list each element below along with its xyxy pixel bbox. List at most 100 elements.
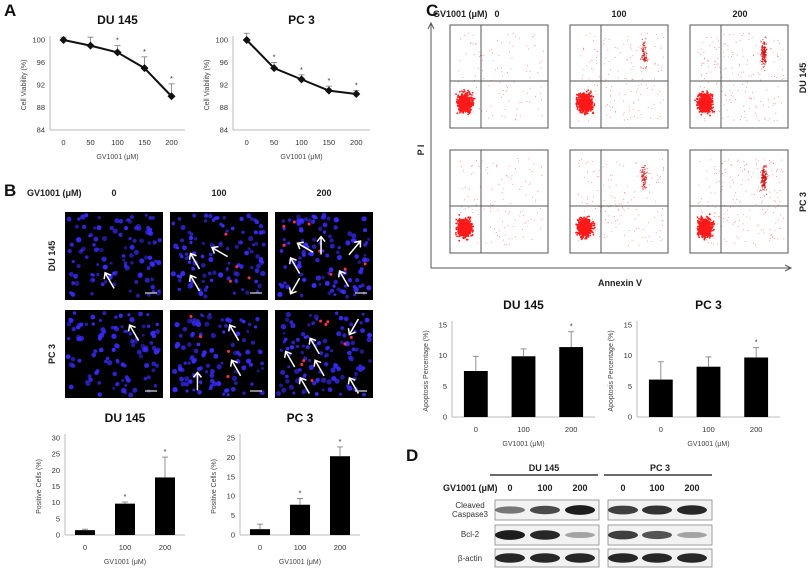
event-dot [704, 106, 707, 108]
event-dot [515, 35, 517, 37]
nucleus-dot [113, 326, 119, 332]
event-dot [723, 69, 725, 71]
event-dot [468, 111, 471, 114]
event-dot [460, 160, 462, 162]
event-dot [642, 59, 644, 61]
event-dot [763, 118, 765, 120]
nucleus-dot [66, 216, 72, 222]
event-dot [456, 112, 459, 115]
event-dot [507, 34, 509, 36]
event-dot [513, 81, 515, 83]
nucleus-dot [246, 359, 251, 364]
event-dot [659, 236, 661, 238]
event-dot [483, 208, 485, 210]
nucleus-dot [200, 254, 205, 259]
positive-cell-dot [226, 349, 230, 353]
event-dot [577, 109, 579, 111]
nucleus-dot [276, 391, 281, 397]
event-dot [585, 34, 587, 36]
nucleus-dot [138, 311, 143, 317]
event-dot [637, 99, 639, 101]
nucleus-dot [257, 283, 262, 289]
event-dot [581, 230, 584, 233]
nucleus-dot [180, 225, 186, 231]
nucleus-dot [287, 218, 292, 222]
event-dot [699, 102, 702, 105]
nucleus-dot [325, 253, 330, 258]
event-dot [764, 36, 766, 38]
event-dot [710, 71, 712, 73]
nucleus-dot [340, 326, 345, 330]
event-dot [470, 225, 472, 228]
event-dot [588, 229, 591, 232]
event-dot [640, 83, 642, 85]
event-dot [612, 197, 614, 199]
positive-cell-dot [329, 272, 333, 276]
event-dot [701, 93, 704, 96]
event-dot [623, 119, 625, 121]
event-dot [704, 118, 706, 120]
event-dot [525, 180, 527, 182]
nucleus-dot [280, 369, 286, 375]
nucleus-dot [109, 261, 113, 265]
nucleus-dot [85, 381, 91, 387]
nucleus-dot [326, 345, 331, 350]
event-dot [748, 32, 750, 34]
event-dot [516, 108, 518, 110]
event-dot [701, 101, 704, 104]
event-dot [610, 179, 612, 181]
event-dot [502, 221, 504, 223]
event-dot [596, 84, 598, 86]
arrow-icon [227, 324, 240, 342]
event-dot [580, 225, 583, 227]
event-dot [760, 101, 762, 103]
event-dot [609, 95, 611, 97]
event-dot [610, 89, 612, 91]
event-dot [700, 104, 703, 106]
nucleus-dot [334, 378, 340, 384]
event-dot [504, 108, 506, 110]
event-dot [580, 228, 582, 230]
event-dot [708, 107, 711, 110]
nucleus-dot [69, 291, 73, 295]
event-dot [519, 37, 521, 39]
event-dot [586, 196, 588, 198]
nucleus-dot [285, 346, 290, 351]
nucleus-dot [336, 287, 341, 292]
nucleus-dot [245, 349, 251, 355]
nucleus-dot [239, 216, 244, 221]
nucleus-dot [102, 264, 108, 270]
event-dot [606, 114, 608, 116]
flow-dose-100: 100 [611, 9, 626, 19]
nucleus-dot [105, 356, 110, 361]
event-dot [618, 203, 620, 205]
event-dot [763, 63, 765, 65]
event-dot [460, 206, 462, 208]
event-dot [502, 89, 504, 91]
event-dot [473, 111, 475, 113]
event-dot [626, 83, 628, 85]
event-dot [506, 89, 508, 91]
nucleus-dot [78, 249, 83, 255]
nucleus-dot [191, 266, 195, 271]
event-dot [700, 111, 702, 113]
event-dot [640, 66, 642, 68]
event-dot [662, 99, 664, 101]
nucleus-dot [208, 252, 213, 257]
event-dot [765, 50, 767, 52]
nucleus-dot [216, 364, 222, 370]
nucleus-dot [327, 291, 332, 295]
nucleus-dot [147, 255, 153, 261]
event-dot [731, 67, 733, 69]
event-dot [517, 160, 519, 162]
event-dot [614, 56, 616, 58]
event-dot [699, 53, 701, 55]
event-dot [457, 104, 460, 107]
event-dot [470, 227, 473, 230]
event-dot [770, 48, 772, 50]
event-dot [579, 227, 581, 229]
event-dot [458, 70, 460, 72]
event-dot [459, 223, 461, 225]
event-dot [470, 96, 473, 99]
event-dot [590, 95, 593, 98]
